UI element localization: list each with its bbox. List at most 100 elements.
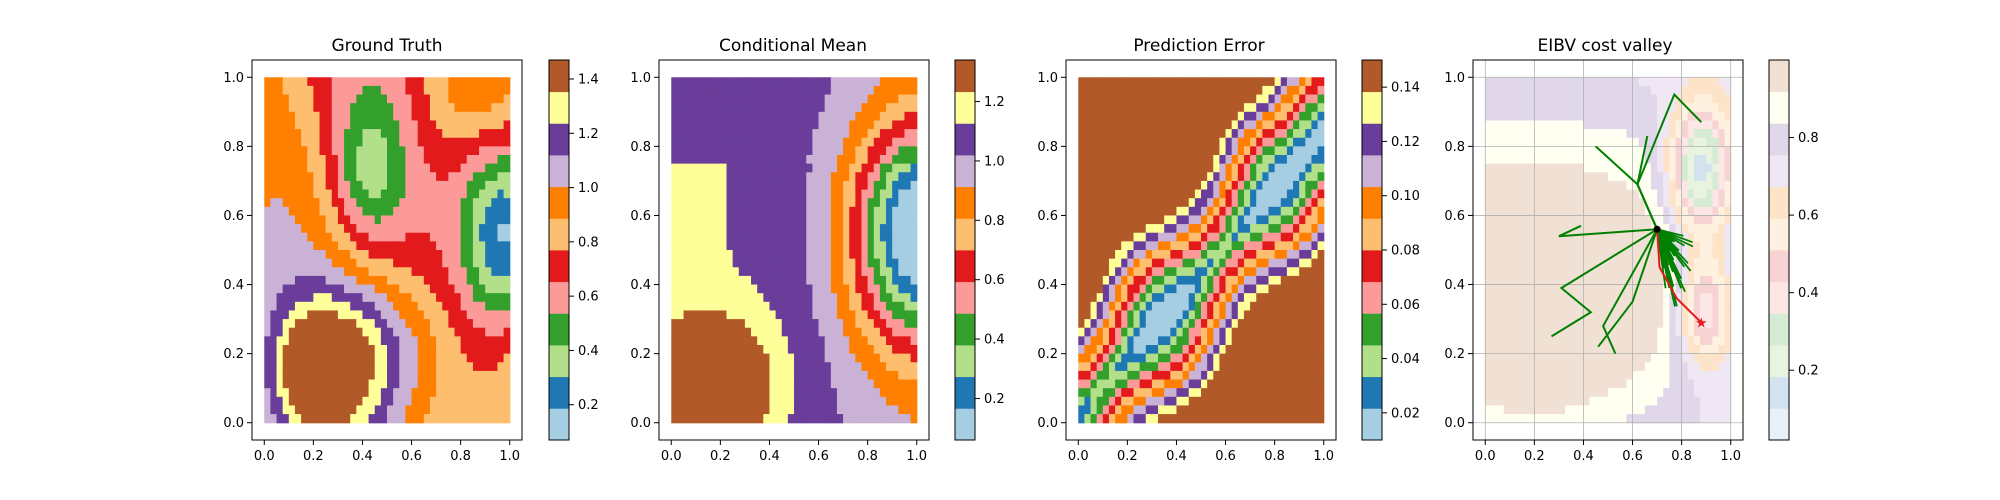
heatmap-cell	[313, 345, 321, 355]
heatmap-cell	[1262, 85, 1270, 96]
heatmap-cell	[313, 77, 321, 87]
heatmap-cell	[898, 327, 906, 337]
heatmap-cell	[892, 310, 899, 320]
heatmap-cell	[1207, 388, 1214, 398]
heatmap-cell	[472, 310, 480, 320]
heatmap-cell	[337, 172, 345, 182]
heatmap-cell	[683, 189, 691, 199]
heatmap-cell	[1299, 345, 1306, 355]
heatmap-cell	[751, 172, 758, 182]
heatmap-cell	[1127, 172, 1135, 182]
heatmap-cell	[904, 405, 912, 415]
heatmap-cell	[1084, 137, 1092, 147]
heatmap-cell	[1139, 189, 1147, 199]
heatmap-cell	[843, 241, 850, 251]
heatmap-cell	[436, 275, 443, 286]
heatmap-cell	[1485, 77, 1493, 87]
heatmap-cell	[282, 85, 290, 96]
heatmap-cell	[411, 301, 419, 312]
heatmap-cell	[387, 414, 394, 424]
heatmap-cell	[1102, 85, 1110, 96]
heatmap-cell	[319, 362, 327, 372]
heatmap-cell	[744, 293, 752, 303]
heatmap-cell	[886, 275, 893, 286]
heatmap-cell	[344, 275, 351, 286]
heatmap-cell	[344, 345, 351, 355]
heatmap-cell	[794, 345, 801, 355]
heatmap-cell	[1201, 379, 1208, 389]
heatmap-cell	[757, 163, 764, 173]
heatmap-cell	[769, 241, 777, 251]
heatmap-cell	[910, 103, 918, 113]
heatmap-cell	[276, 146, 284, 156]
heatmap-cell	[1151, 336, 1159, 346]
heatmap-cell	[313, 111, 321, 122]
heatmap-cell	[313, 319, 321, 329]
heatmap-cell	[331, 111, 339, 122]
colorbar-tick-label: 0.2	[984, 392, 1005, 407]
heatmap-cell	[843, 267, 850, 277]
x-tick-label: 0.4	[759, 449, 780, 464]
heatmap-cell	[472, 293, 480, 303]
heatmap-cell	[763, 94, 771, 104]
heatmap-cell	[417, 111, 425, 122]
heatmap-cell	[1231, 137, 1239, 147]
heatmap-cell	[830, 388, 838, 398]
heatmap-cell	[830, 310, 838, 320]
heatmap-cell	[824, 258, 832, 268]
heatmap-cell	[836, 250, 844, 260]
heatmap-cell	[1250, 189, 1257, 199]
heatmap-cell	[294, 111, 302, 122]
heatmap-cell	[1250, 267, 1257, 277]
heatmap-cell	[1121, 258, 1128, 268]
heatmap-cell	[294, 353, 302, 363]
heatmap-cell	[1268, 198, 1276, 208]
heatmap-cell	[497, 77, 505, 87]
heatmap-cell	[904, 396, 912, 407]
heatmap-cell	[436, 215, 443, 225]
heatmap-cell	[726, 163, 734, 173]
heatmap-cell	[1256, 250, 1263, 260]
heatmap-cell	[818, 85, 826, 96]
heatmap-cell	[1151, 224, 1159, 234]
heatmap-cell	[861, 137, 869, 147]
heatmap-cell	[898, 111, 906, 122]
heatmap-cell	[824, 180, 832, 191]
heatmap-cell	[701, 396, 709, 407]
heatmap-cell	[812, 275, 820, 286]
heatmap-cell	[708, 250, 715, 260]
heatmap-cell	[1213, 353, 1221, 363]
heatmap-cell	[1139, 293, 1147, 303]
heatmap-cell	[861, 379, 869, 389]
heatmap-cell	[429, 336, 437, 346]
heatmap-cell	[405, 414, 413, 424]
heatmap-cell	[1090, 111, 1098, 122]
heatmap-cell	[436, 379, 443, 389]
heatmap-cell	[466, 345, 474, 355]
heatmap-cell	[720, 396, 728, 407]
heatmap-cell	[1078, 198, 1086, 208]
heatmap-cell	[1231, 180, 1239, 191]
heatmap-cell	[720, 129, 728, 139]
heatmap-cell	[313, 137, 321, 147]
heatmap-cell	[1158, 327, 1165, 337]
heatmap-cell	[325, 284, 333, 294]
heatmap-cell	[331, 85, 339, 96]
heatmap-cell	[695, 232, 703, 242]
heatmap-cell	[861, 353, 869, 363]
heatmap-cell	[491, 232, 499, 242]
heatmap-cell	[362, 120, 370, 130]
heatmap-cell	[399, 241, 407, 251]
heatmap-cell	[714, 94, 721, 104]
heatmap-cell	[892, 414, 899, 424]
heatmap-cell	[472, 94, 480, 104]
heatmap-cell	[1286, 206, 1294, 217]
heatmap-cell	[1096, 77, 1104, 87]
heatmap-cell	[1078, 111, 1086, 122]
heatmap-cell	[836, 405, 844, 415]
heatmap-cell	[313, 94, 321, 104]
heatmap-cell	[1201, 146, 1208, 156]
colorbar-tick-label: 1.0	[578, 181, 599, 196]
heatmap-cell	[393, 388, 400, 398]
heatmap-cell	[879, 353, 887, 363]
